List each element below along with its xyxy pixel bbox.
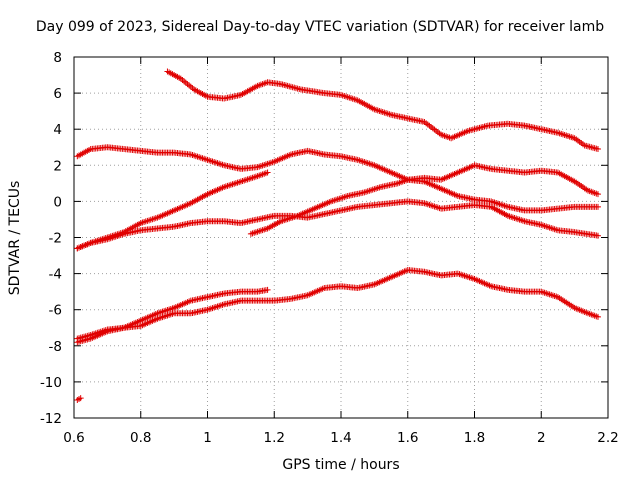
series xyxy=(74,68,601,403)
x-tick-label: 1.4 xyxy=(330,430,351,446)
data-point xyxy=(264,169,271,176)
x-tick-label: 2 xyxy=(537,430,546,446)
x-tick-label: 2.2 xyxy=(597,430,618,446)
y-tick-label: 8 xyxy=(53,50,62,66)
y-tick-label: 0 xyxy=(53,194,62,210)
data-point xyxy=(77,395,84,402)
y-tick-label: -6 xyxy=(49,303,62,319)
y-tick-label: -2 xyxy=(49,231,62,247)
x-tick-label: 0.6 xyxy=(63,430,84,446)
x-tick-label: 0.8 xyxy=(130,430,151,446)
data-point xyxy=(594,203,601,210)
series-s7 xyxy=(74,266,601,342)
x-tick-label: 1 xyxy=(203,430,212,446)
y-tick-label: 2 xyxy=(53,158,62,174)
data-point xyxy=(594,191,601,198)
ticks: 0.6 0.8 1 1.2 1.4 1.6 1.8 2 2.2 -12 -10 -8 -6 -4 -2 0 2 4… xyxy=(40,50,619,446)
chart-title: Day 099 of 2023, Sidereal Day-to-day VTE… xyxy=(35,19,605,35)
y-axis-label: SDTVAR / TECUs xyxy=(7,180,23,296)
y-tick-label: -4 xyxy=(49,267,62,283)
x-tick-label: 1.6 xyxy=(397,430,418,446)
y-tick-label: 4 xyxy=(53,122,62,138)
x-tick-label: 1.2 xyxy=(264,430,285,446)
y-tick-label: -10 xyxy=(40,375,62,391)
data-point xyxy=(594,313,601,320)
data-point xyxy=(264,286,271,293)
data-point xyxy=(594,146,601,153)
y-tick-label: -12 xyxy=(40,411,62,427)
series-s4 xyxy=(74,198,601,252)
series-s8 xyxy=(74,395,84,403)
series-s5 xyxy=(247,162,601,237)
x-axis-label: GPS time / hours xyxy=(282,457,400,473)
y-tick-label: -8 xyxy=(49,339,62,355)
x-tick-label: 1.8 xyxy=(464,430,485,446)
y-tick-label: 6 xyxy=(53,86,62,102)
grid xyxy=(74,57,608,418)
series-s1 xyxy=(164,68,601,153)
data-point xyxy=(594,232,601,239)
series-s2 xyxy=(74,144,601,214)
